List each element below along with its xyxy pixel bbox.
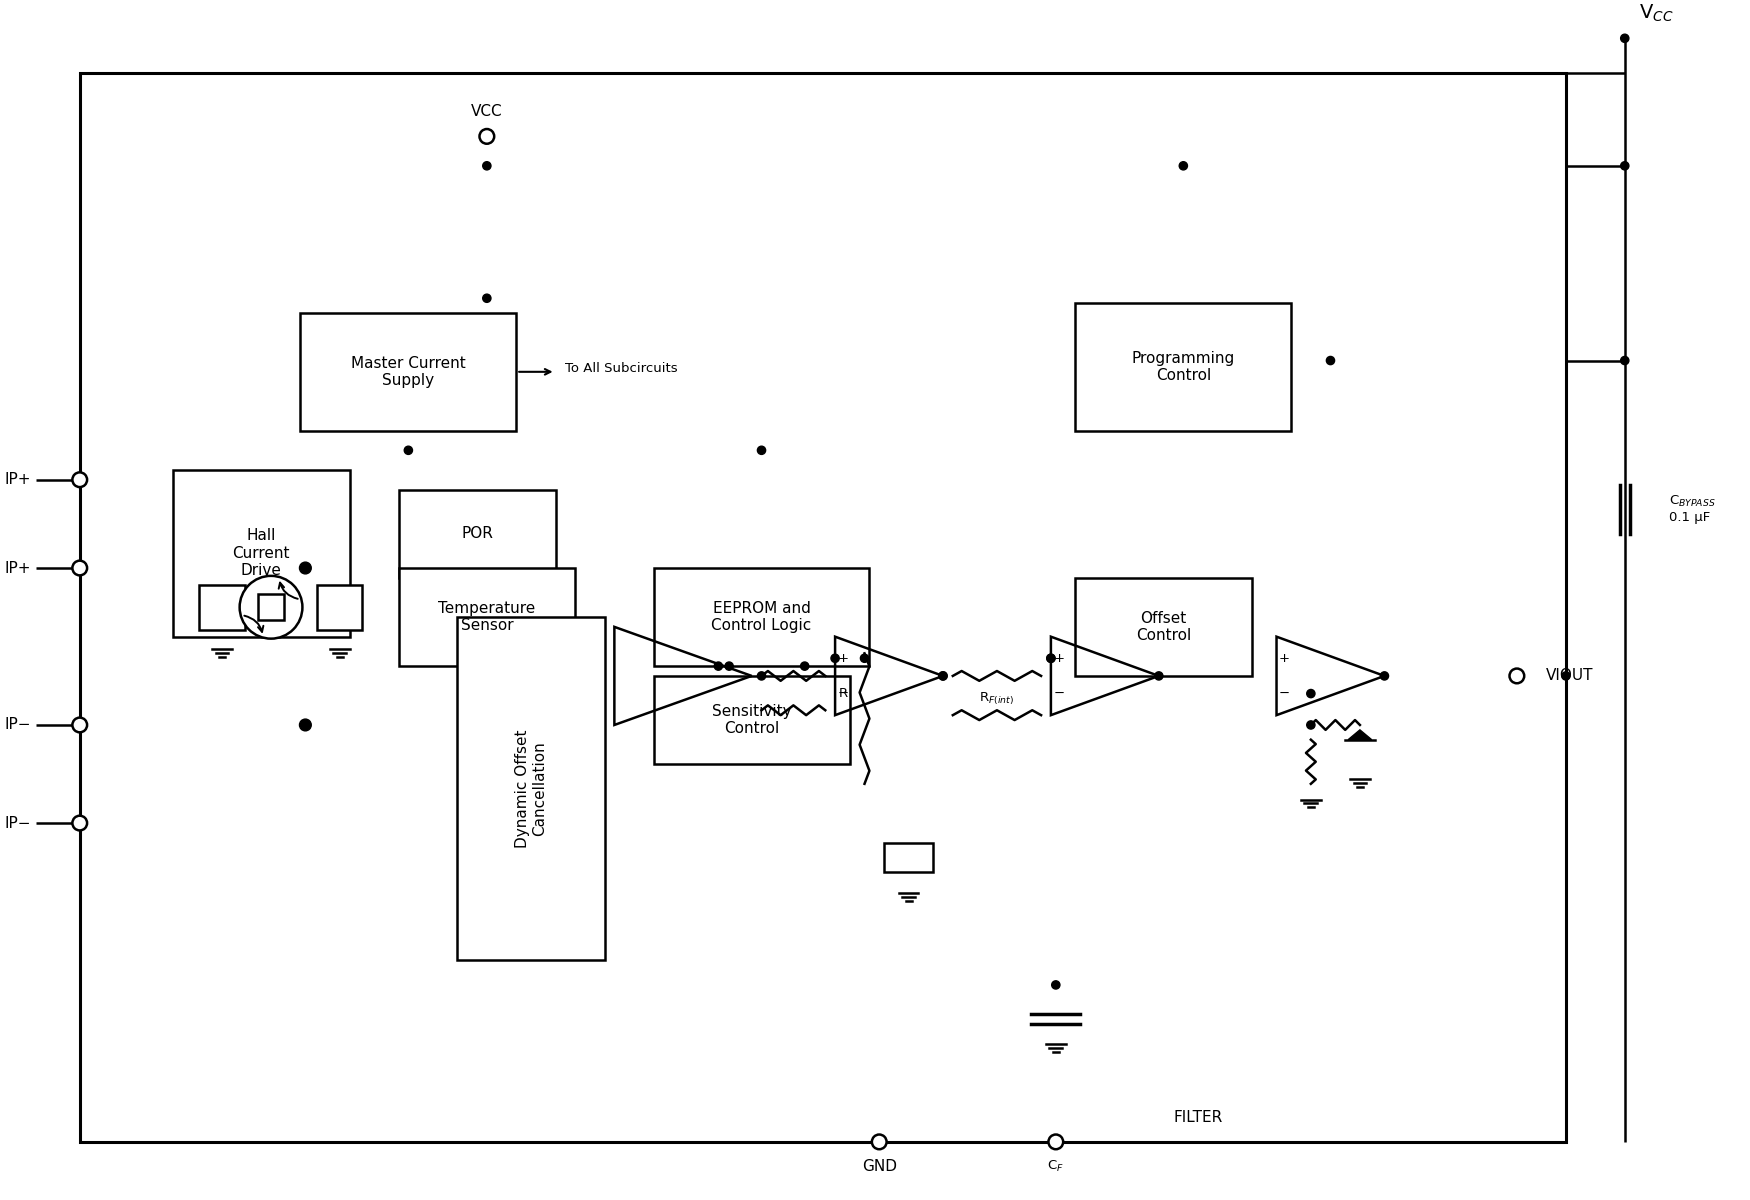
Text: R: R (838, 688, 847, 700)
Text: IP−: IP− (4, 718, 32, 732)
Circle shape (404, 446, 413, 455)
Bar (200, 584, 245, 630)
Circle shape (861, 654, 868, 662)
Text: IP+: IP+ (4, 560, 32, 576)
Circle shape (299, 719, 311, 731)
Circle shape (1048, 1134, 1064, 1150)
Text: Offset
Control: Offset Control (1136, 611, 1192, 643)
Circle shape (1326, 356, 1335, 365)
Text: GND: GND (861, 1159, 896, 1174)
Circle shape (1307, 721, 1314, 730)
Circle shape (758, 446, 766, 455)
Circle shape (714, 662, 723, 671)
Bar (259, 594, 284, 620)
Text: FILTER: FILTER (1174, 1110, 1223, 1124)
Bar (1076, 578, 1251, 676)
Text: +: + (1054, 652, 1064, 665)
Text: POR: POR (460, 526, 493, 541)
Text: VIOUT: VIOUT (1547, 668, 1594, 684)
Circle shape (1620, 356, 1629, 365)
Bar (1076, 304, 1292, 431)
Circle shape (831, 654, 840, 662)
Circle shape (299, 562, 311, 574)
Bar (653, 676, 850, 764)
Text: C$_F$: C$_F$ (1048, 1159, 1064, 1174)
Circle shape (1620, 34, 1629, 42)
Circle shape (724, 662, 733, 671)
Text: Programming
Control: Programming Control (1132, 350, 1236, 383)
Bar (399, 490, 555, 578)
Text: V$_{CC}$: V$_{CC}$ (1640, 4, 1675, 24)
Text: −: − (1054, 688, 1064, 700)
Text: C$_{BYPASS}$
0.1 μF: C$_{BYPASS}$ 0.1 μF (1670, 494, 1715, 524)
Text: Dynamic Offset
Cancellation: Dynamic Offset Cancellation (514, 730, 548, 848)
Circle shape (800, 662, 808, 671)
Circle shape (940, 672, 947, 680)
Text: Hall
Current
Drive: Hall Current Drive (233, 528, 290, 578)
Text: EEPROM and
Control Logic: EEPROM and Control Logic (712, 601, 812, 634)
Text: IP−: IP− (4, 816, 32, 830)
Circle shape (72, 473, 88, 487)
Text: To All Subcircuits: To All Subcircuits (565, 362, 677, 376)
Text: IP+: IP+ (4, 473, 32, 487)
Text: +: + (1279, 652, 1290, 665)
Circle shape (758, 672, 766, 680)
Bar (80, 73, 1566, 1142)
Circle shape (480, 130, 494, 144)
Circle shape (240, 576, 303, 638)
Polygon shape (1348, 730, 1372, 739)
Circle shape (1510, 668, 1524, 683)
Text: R$_{F(int)}$: R$_{F(int)}$ (980, 690, 1015, 707)
Circle shape (1307, 690, 1314, 697)
Circle shape (72, 560, 88, 575)
Text: VCC: VCC (471, 104, 502, 119)
Circle shape (1155, 672, 1164, 680)
Bar (173, 470, 350, 637)
Text: −: − (1279, 688, 1290, 700)
Circle shape (483, 294, 492, 302)
Circle shape (1381, 672, 1388, 680)
Circle shape (1046, 654, 1055, 662)
Circle shape (1561, 672, 1570, 680)
Circle shape (483, 162, 492, 170)
Text: −: − (836, 688, 849, 700)
Circle shape (1620, 162, 1629, 170)
Text: Temperature
Sensor: Temperature Sensor (438, 601, 536, 634)
Text: +: + (838, 652, 849, 665)
Circle shape (72, 718, 88, 732)
Bar (884, 842, 933, 872)
Circle shape (72, 816, 88, 830)
Bar (457, 617, 604, 960)
Bar (301, 313, 516, 431)
Bar (317, 584, 362, 630)
Text: Sensitivity
Control: Sensitivity Control (712, 704, 791, 737)
Circle shape (1046, 654, 1055, 662)
Circle shape (1180, 162, 1188, 170)
Circle shape (940, 672, 947, 680)
Circle shape (872, 1134, 887, 1150)
Text: Master Current
Supply: Master Current Supply (352, 355, 466, 388)
Bar (399, 568, 576, 666)
Circle shape (1052, 980, 1060, 989)
Bar (653, 568, 870, 666)
